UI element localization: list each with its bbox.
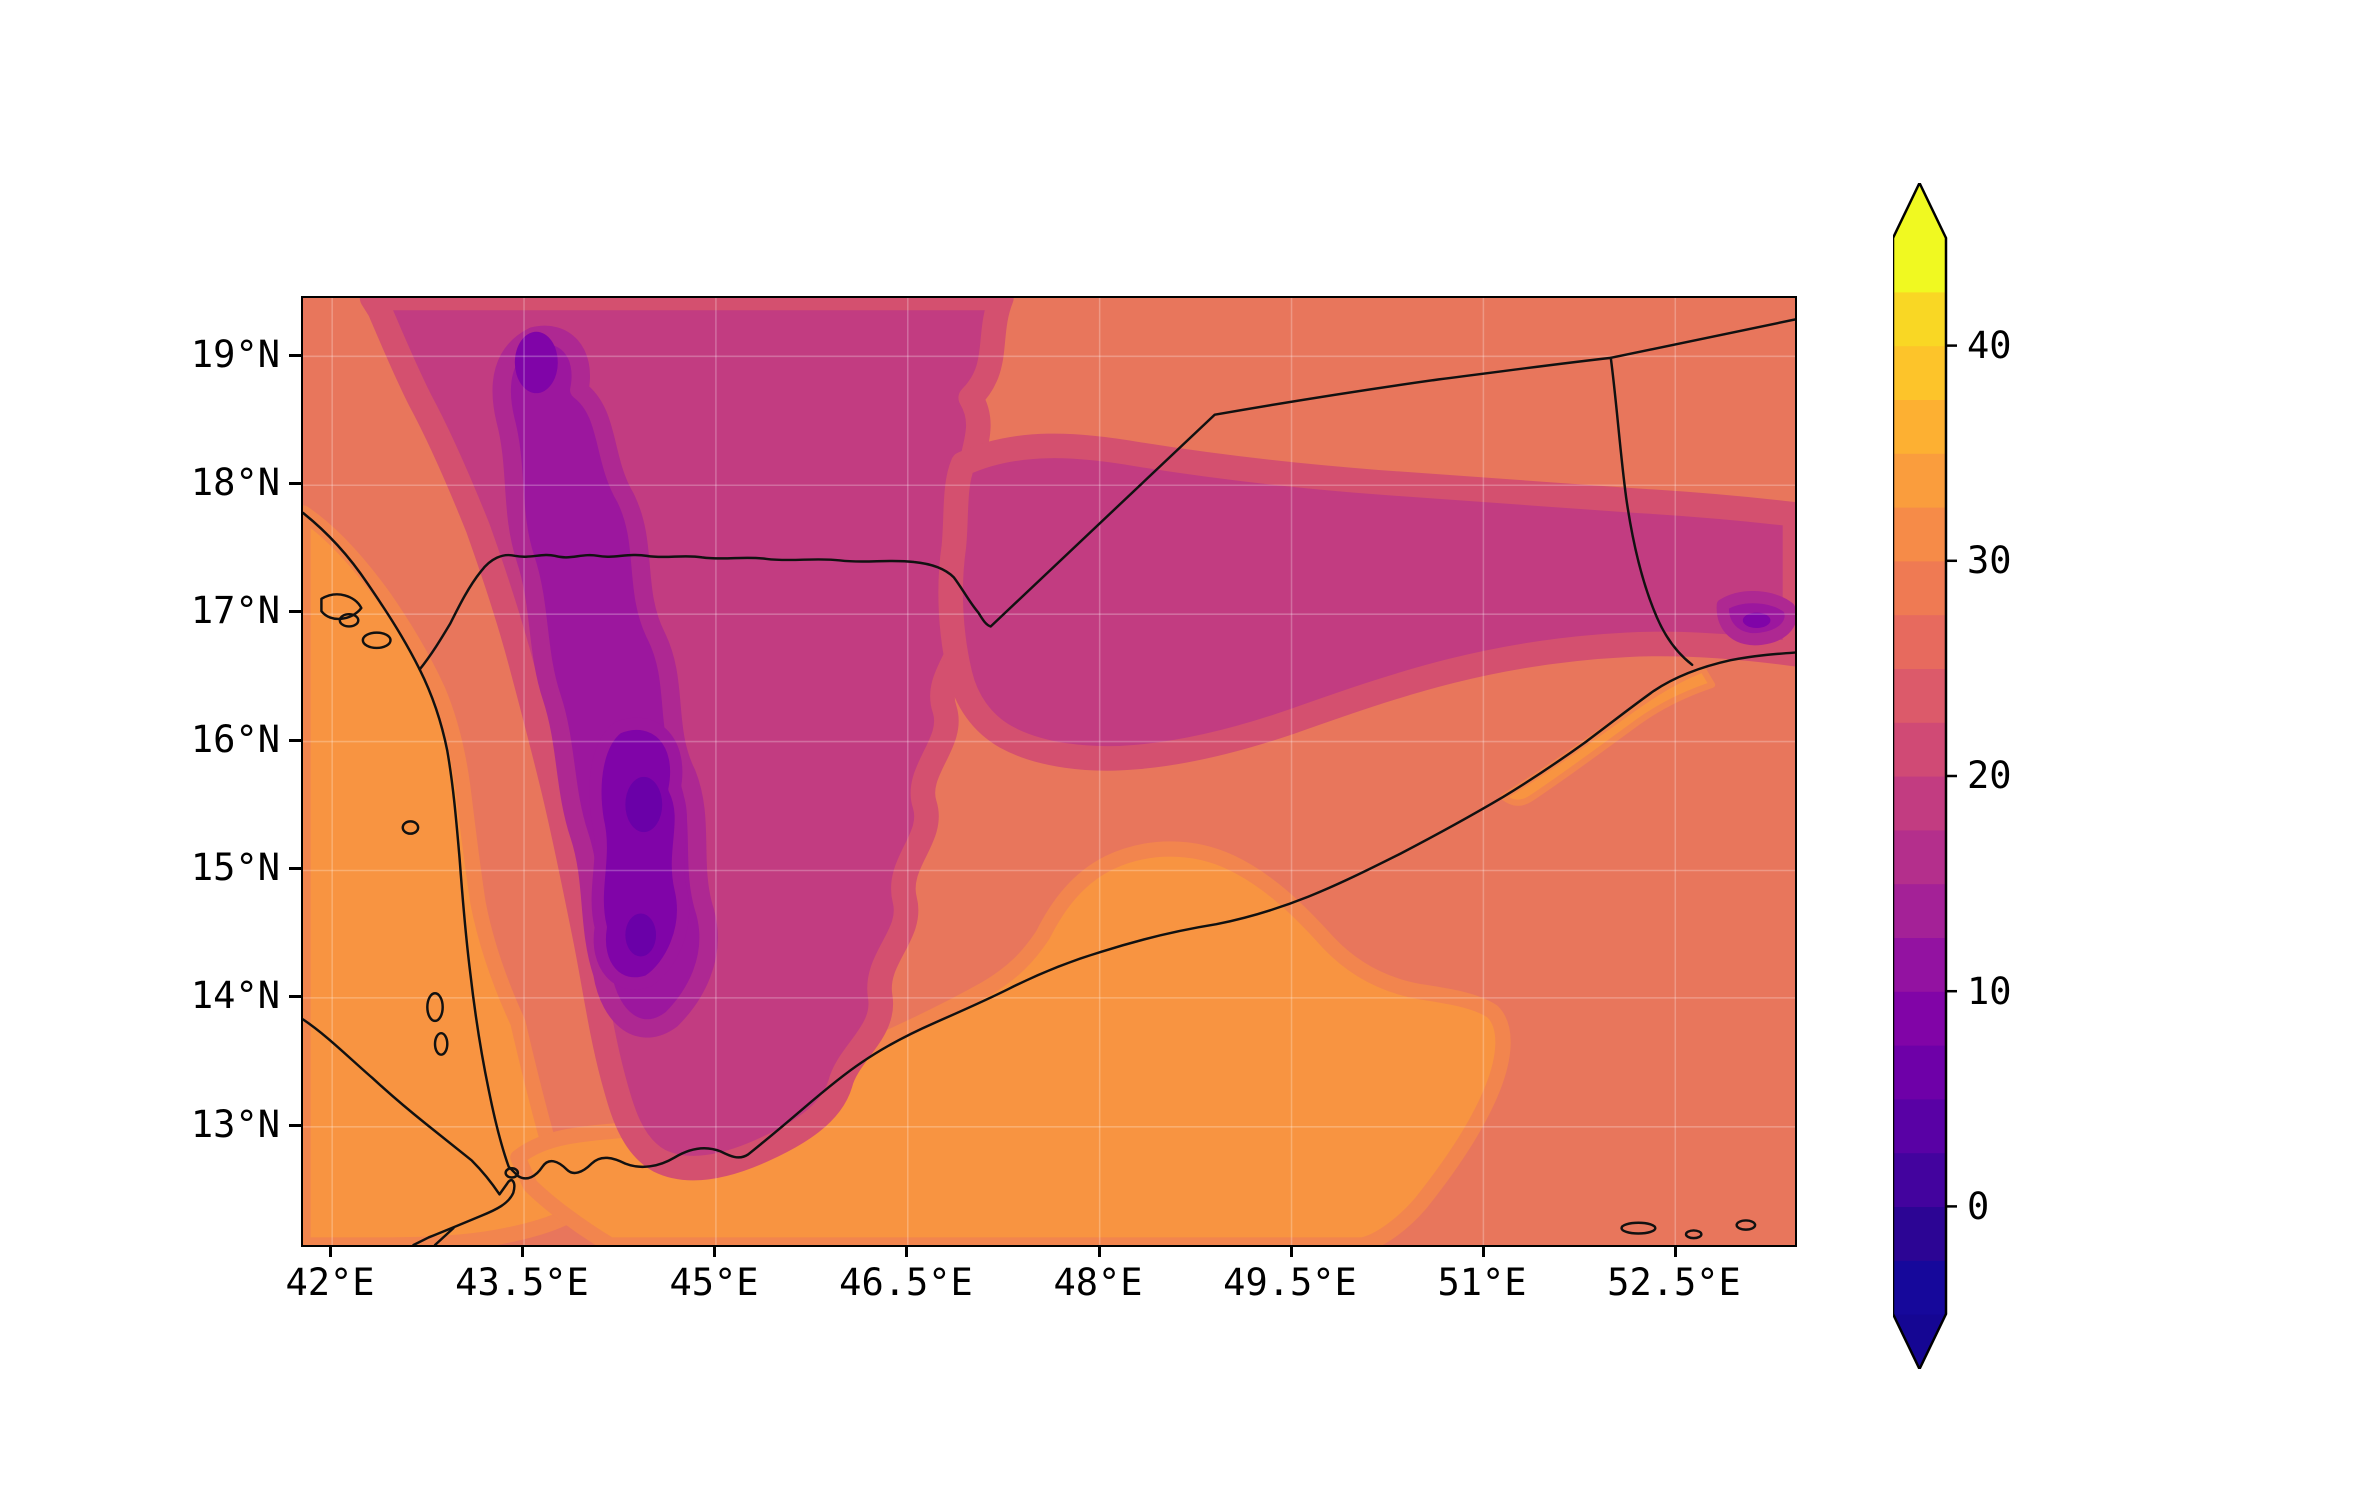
border-yemen-oman: [1609, 356, 1694, 667]
x-tick: [1290, 1245, 1293, 1257]
temp-field-purple-deep-spot2: [625, 913, 657, 957]
y-tick: [289, 610, 301, 613]
colorbar: [1891, 180, 2003, 1372]
colorbar-band: [1893, 1152, 1946, 1207]
colorbar-band: [1893, 883, 1946, 938]
colorbar-band: [1893, 560, 1946, 616]
colorbar-band: [1893, 345, 1946, 400]
y-axis-label-14n: 14°N: [190, 974, 280, 1017]
colorbar-svg: [1891, 180, 1957, 1372]
x-tick: [1098, 1245, 1101, 1257]
temp-field-purple-bright-dhofar: [1742, 612, 1771, 628]
x-tick: [329, 1245, 332, 1257]
temp-field-purple-bright-core: [589, 717, 690, 990]
colorbar-band: [1893, 1260, 1946, 1315]
x-axis-label-42e: 42°E: [285, 1261, 375, 1304]
border-eritrea-djibouti: [433, 1226, 455, 1245]
y-tick: [289, 482, 301, 485]
y-tick: [289, 1124, 301, 1127]
x-tick: [905, 1245, 908, 1257]
temp-field-purple-deep-spot1: [625, 776, 663, 833]
colorbar-label-20: 20: [1967, 754, 2012, 797]
y-axis-label-16n: 16°N: [190, 718, 280, 761]
temp-field-orange-redsea: [303, 505, 595, 1245]
islands: [320, 593, 1757, 1240]
y-axis-label-17n: 17°N: [190, 589, 280, 632]
y-axis-label-13n: 13°N: [190, 1103, 280, 1146]
colorbar-band: [1893, 238, 1946, 293]
coastline-arabia: [303, 511, 1795, 1180]
y-axis-label-15n: 15°N: [190, 846, 280, 889]
x-axis-label-51e: 51°E: [1437, 1261, 1527, 1304]
x-tick: [521, 1245, 524, 1257]
colorbar-label-40: 40: [1967, 324, 2012, 367]
temperature-contour-map: [303, 298, 1795, 1245]
colorbar-label-0: 0: [1967, 1185, 1990, 1228]
y-tick: [289, 995, 301, 998]
colorbar-band: [1893, 614, 1946, 669]
colorbar-band: [1893, 291, 1946, 347]
temp-field-purple-bright-north: [514, 331, 558, 394]
colorbar-band: [1893, 937, 1946, 992]
x-axis-label-45e: 45°E: [669, 1261, 759, 1304]
map-plot: [301, 296, 1797, 1247]
x-axis-label-46-5e: 46.5°E: [839, 1261, 973, 1304]
x-axis-label-52-5e: 52.5°E: [1607, 1261, 1741, 1304]
colorbar-label-10: 10: [1967, 970, 2012, 1013]
colorbar-band: [1893, 1206, 1946, 1261]
y-tick: [289, 867, 301, 870]
colorbar-band: [1893, 453, 1946, 508]
colorbar-extend-over: [1893, 183, 1946, 238]
x-axis-label-49-5e: 49.5°E: [1223, 1261, 1357, 1304]
colorbar-band: [1893, 1098, 1946, 1154]
colorbar-band: [1893, 507, 1946, 562]
x-axis-label-48e: 48°E: [1053, 1261, 1143, 1304]
y-tick: [289, 354, 301, 357]
x-axis-label-43-5e: 43.5°E: [455, 1261, 589, 1304]
colorbar-band: [1893, 776, 1946, 831]
colorbar-band: [1893, 399, 1946, 454]
y-tick: [289, 739, 301, 742]
temp-field-magenta-east-arm: [938, 433, 1795, 771]
x-tick: [1482, 1245, 1485, 1257]
colorbar-label-30: 30: [1967, 539, 2012, 582]
colorbar-ticks: [1946, 344, 1957, 1208]
coastline-africa: [303, 1018, 516, 1245]
colorbar-band: [1893, 991, 1946, 1046]
y-axis-label-18n: 18°N: [190, 461, 280, 504]
colorbar-band: [1893, 829, 1946, 885]
colorbar-band: [1893, 1045, 1946, 1100]
x-tick: [1674, 1245, 1677, 1257]
border-saudi-yemen: [418, 318, 1795, 671]
x-tick: [713, 1245, 716, 1257]
y-axis-label-19n: 19°N: [190, 333, 280, 376]
colorbar-band: [1893, 722, 1946, 777]
graticule: [303, 298, 1795, 1245]
colorbar-extend-under: [1893, 1314, 1946, 1369]
colorbar-band: [1893, 668, 1946, 723]
